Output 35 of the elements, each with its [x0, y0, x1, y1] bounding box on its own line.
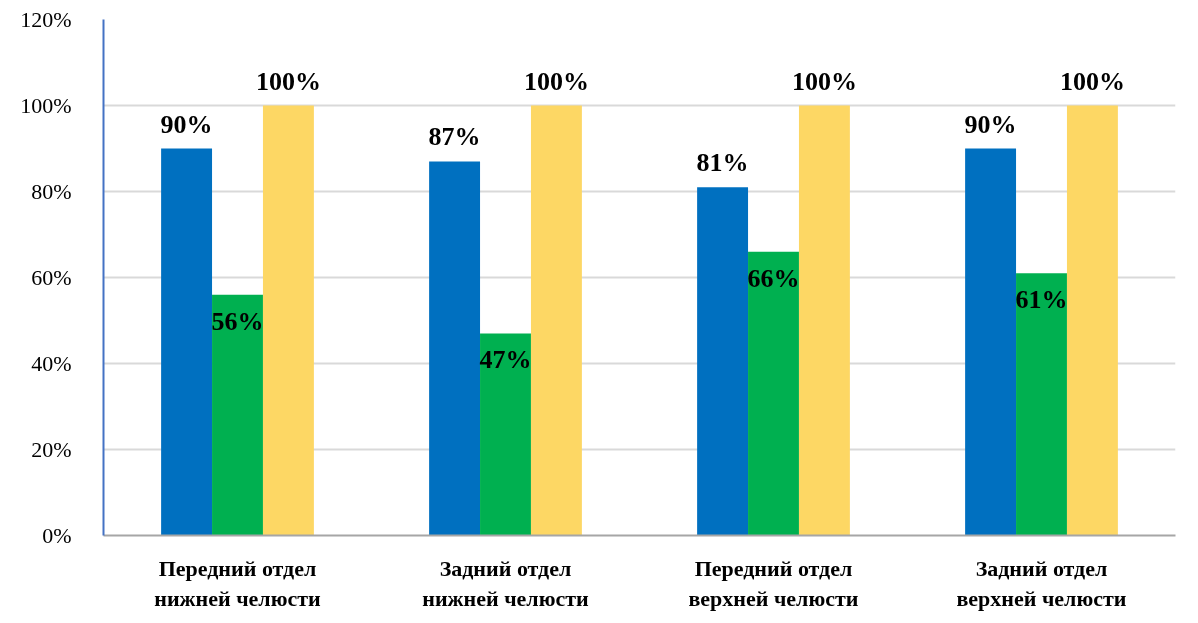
bar [748, 251, 799, 536]
data-label: 56% [211, 306, 264, 336]
data-label: 100% [523, 66, 589, 96]
bar [965, 148, 1017, 536]
data-label: 90% [964, 109, 1017, 139]
data-label: 61% [1015, 285, 1068, 315]
x-tick-label: Передний отдел верхней челюсти [688, 555, 859, 611]
y-tick-label: 80% [31, 179, 72, 204]
data-label: 100% [1059, 66, 1125, 96]
data-label: 66% [747, 263, 800, 293]
bar [262, 105, 314, 536]
y-tick-label: 60% [31, 265, 72, 290]
data-label: 100% [791, 66, 857, 96]
y-tick-label: 120% [20, 7, 72, 32]
x-tick-label: Передний отдел нижней челюсти [154, 555, 322, 611]
x-tick-label: Задний отдел верхней челюсти [956, 555, 1127, 611]
bar [798, 105, 850, 536]
data-label: 81% [696, 148, 749, 178]
bar [1066, 105, 1118, 536]
bar [212, 294, 263, 536]
bar [697, 187, 749, 536]
bar [1016, 273, 1067, 536]
data-label: 87% [428, 122, 481, 152]
data-label: 100% [255, 66, 321, 96]
x-tick-label: Задний отдел нижней челюсти [422, 555, 590, 611]
y-tick-label: 20% [31, 437, 72, 462]
bar [161, 148, 213, 536]
bar [480, 333, 531, 536]
data-label: 47% [479, 345, 532, 375]
bar [530, 105, 582, 536]
bar [429, 161, 481, 536]
y-tick-label: 100% [20, 93, 72, 118]
y-tick-label: 40% [31, 351, 72, 376]
y-tick-label: 0% [42, 523, 72, 548]
data-label: 90% [160, 109, 213, 139]
